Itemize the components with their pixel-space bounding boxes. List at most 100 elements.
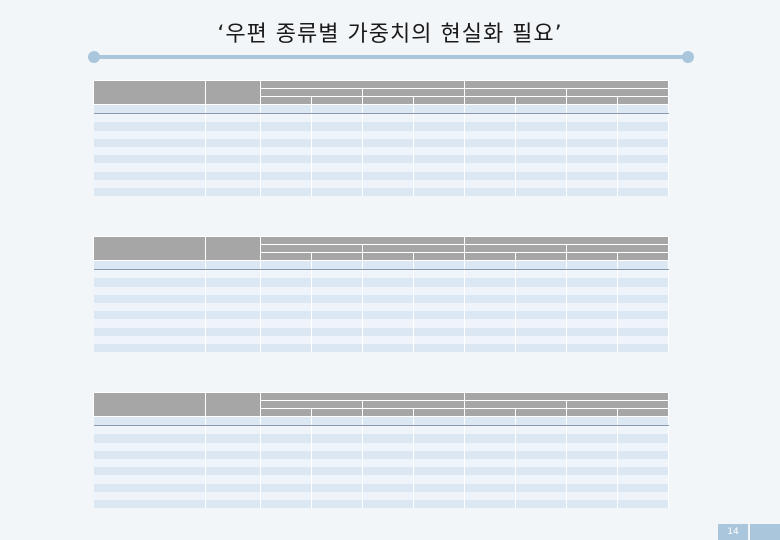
row-label: [93, 155, 206, 164]
row-weight: [205, 171, 261, 180]
table-cell: [260, 302, 312, 312]
table-cell: [413, 450, 465, 459]
table-cell: [617, 113, 669, 123]
table-cell: [311, 171, 363, 180]
table-cell: [362, 260, 414, 271]
table-row: [93, 187, 669, 197]
table-cell: [311, 122, 363, 131]
table-row: [93, 260, 669, 271]
table-cell: [464, 113, 516, 123]
header-column: [515, 252, 567, 261]
row-label: [93, 499, 206, 509]
table-cell: [260, 499, 312, 509]
table-cell: [362, 171, 414, 180]
table-row: [93, 269, 669, 279]
table-row: [93, 171, 669, 180]
table-cell: [260, 416, 312, 427]
row-label: [93, 491, 206, 500]
table-cell: [515, 416, 567, 427]
table-row: [93, 122, 669, 131]
row-label: [93, 327, 206, 336]
table-cell: [617, 450, 669, 459]
table-cell: [617, 483, 669, 492]
table-cell: [362, 335, 414, 344]
table-cell: [617, 286, 669, 295]
table-cell: [362, 483, 414, 492]
header-column: [617, 408, 669, 417]
table-caption: [93, 66, 668, 80]
table-cell: [617, 335, 669, 344]
header-subgroup: [260, 88, 363, 97]
table-cell: [566, 179, 618, 188]
table-cell: [362, 113, 414, 123]
row-weight: [205, 475, 261, 484]
table-cell: [464, 171, 516, 180]
table-cell: [362, 434, 414, 443]
table-cell: [413, 319, 465, 328]
table-cell: [515, 104, 567, 115]
table-cell: [311, 286, 363, 295]
table-cell: [566, 286, 618, 295]
table-row: [93, 475, 669, 484]
table-cell: [617, 416, 669, 427]
table-cell: [362, 327, 414, 336]
table-cell: [566, 475, 618, 484]
table-cell: [617, 442, 669, 451]
table-cell: [515, 327, 567, 336]
table-cell: [566, 278, 618, 287]
header-column: [566, 252, 618, 261]
table-row: [93, 278, 669, 287]
table-cell: [413, 155, 465, 164]
table-row: [93, 319, 669, 328]
row-label: [93, 311, 206, 320]
page-number: 14: [718, 524, 748, 540]
table-cell: [566, 146, 618, 156]
table-cell: [617, 319, 669, 328]
table-cell: [311, 483, 363, 492]
table-cell: [566, 113, 618, 123]
row-weight: [205, 163, 261, 172]
row-weight: [205, 302, 261, 312]
table-row: [93, 302, 669, 312]
table-cell: [515, 483, 567, 492]
table-cell: [311, 269, 363, 279]
table-cell: [413, 286, 465, 295]
row-weight: [205, 483, 261, 492]
table-cell: [311, 260, 363, 271]
table-cell: [413, 327, 465, 336]
header-column: [311, 252, 363, 261]
row-label: [93, 475, 206, 484]
table-cell: [515, 146, 567, 156]
table-cell: [413, 130, 465, 139]
header-subgroup: [566, 88, 669, 97]
row-label: [93, 467, 206, 476]
data-table: [93, 392, 669, 509]
table-cell: [362, 311, 414, 320]
table-row: [93, 327, 669, 336]
row-weight: [205, 294, 261, 303]
table-cell: [515, 491, 567, 500]
header-column: [311, 408, 363, 417]
table-cell: [464, 475, 516, 484]
table-cell: [617, 260, 669, 271]
table-row: [93, 442, 669, 451]
table-cell: [311, 294, 363, 303]
title-rule-right-dot: [682, 51, 694, 63]
table-cell: [311, 467, 363, 476]
table-cell: [464, 483, 516, 492]
table-cell: [566, 171, 618, 180]
table-cell: [566, 122, 618, 131]
table-row: [93, 499, 669, 509]
row-weight: [205, 335, 261, 344]
header-column: [617, 252, 669, 261]
row-label: [93, 416, 206, 427]
table-cell: [260, 155, 312, 164]
table-cell: [566, 104, 618, 115]
table-cell: [566, 343, 618, 353]
table-cell: [311, 335, 363, 344]
table-cell: [260, 434, 312, 443]
table-cell: [617, 491, 669, 500]
header-column: [515, 96, 567, 105]
table-cell: [617, 122, 669, 131]
table-row: [93, 146, 669, 156]
